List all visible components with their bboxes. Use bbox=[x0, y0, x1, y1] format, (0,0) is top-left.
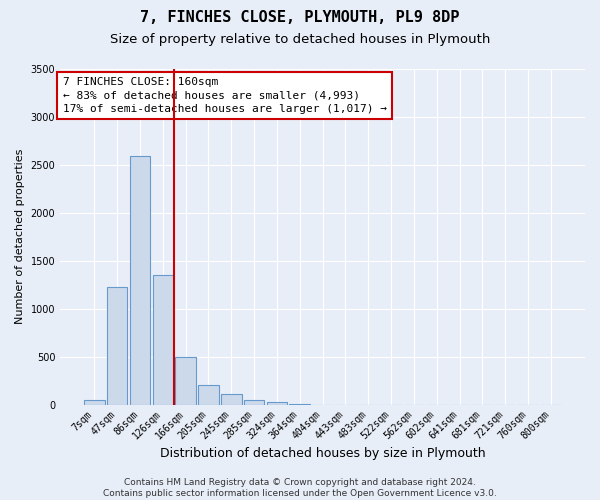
Bar bbox=[221, 394, 242, 404]
Bar bbox=[84, 400, 104, 404]
Bar bbox=[244, 400, 265, 404]
Bar bbox=[198, 386, 219, 404]
Text: Size of property relative to detached houses in Plymouth: Size of property relative to detached ho… bbox=[110, 32, 490, 46]
Bar bbox=[152, 275, 173, 404]
Text: 7, FINCHES CLOSE, PLYMOUTH, PL9 8DP: 7, FINCHES CLOSE, PLYMOUTH, PL9 8DP bbox=[140, 10, 460, 25]
Bar bbox=[130, 156, 150, 404]
Bar bbox=[266, 402, 287, 404]
Bar bbox=[107, 286, 127, 405]
Bar bbox=[175, 356, 196, 405]
Y-axis label: Number of detached properties: Number of detached properties bbox=[15, 149, 25, 324]
Text: 7 FINCHES CLOSE: 160sqm
← 83% of detached houses are smaller (4,993)
17% of semi: 7 FINCHES CLOSE: 160sqm ← 83% of detache… bbox=[63, 78, 387, 114]
Text: Contains HM Land Registry data © Crown copyright and database right 2024.
Contai: Contains HM Land Registry data © Crown c… bbox=[103, 478, 497, 498]
X-axis label: Distribution of detached houses by size in Plymouth: Distribution of detached houses by size … bbox=[160, 447, 485, 460]
